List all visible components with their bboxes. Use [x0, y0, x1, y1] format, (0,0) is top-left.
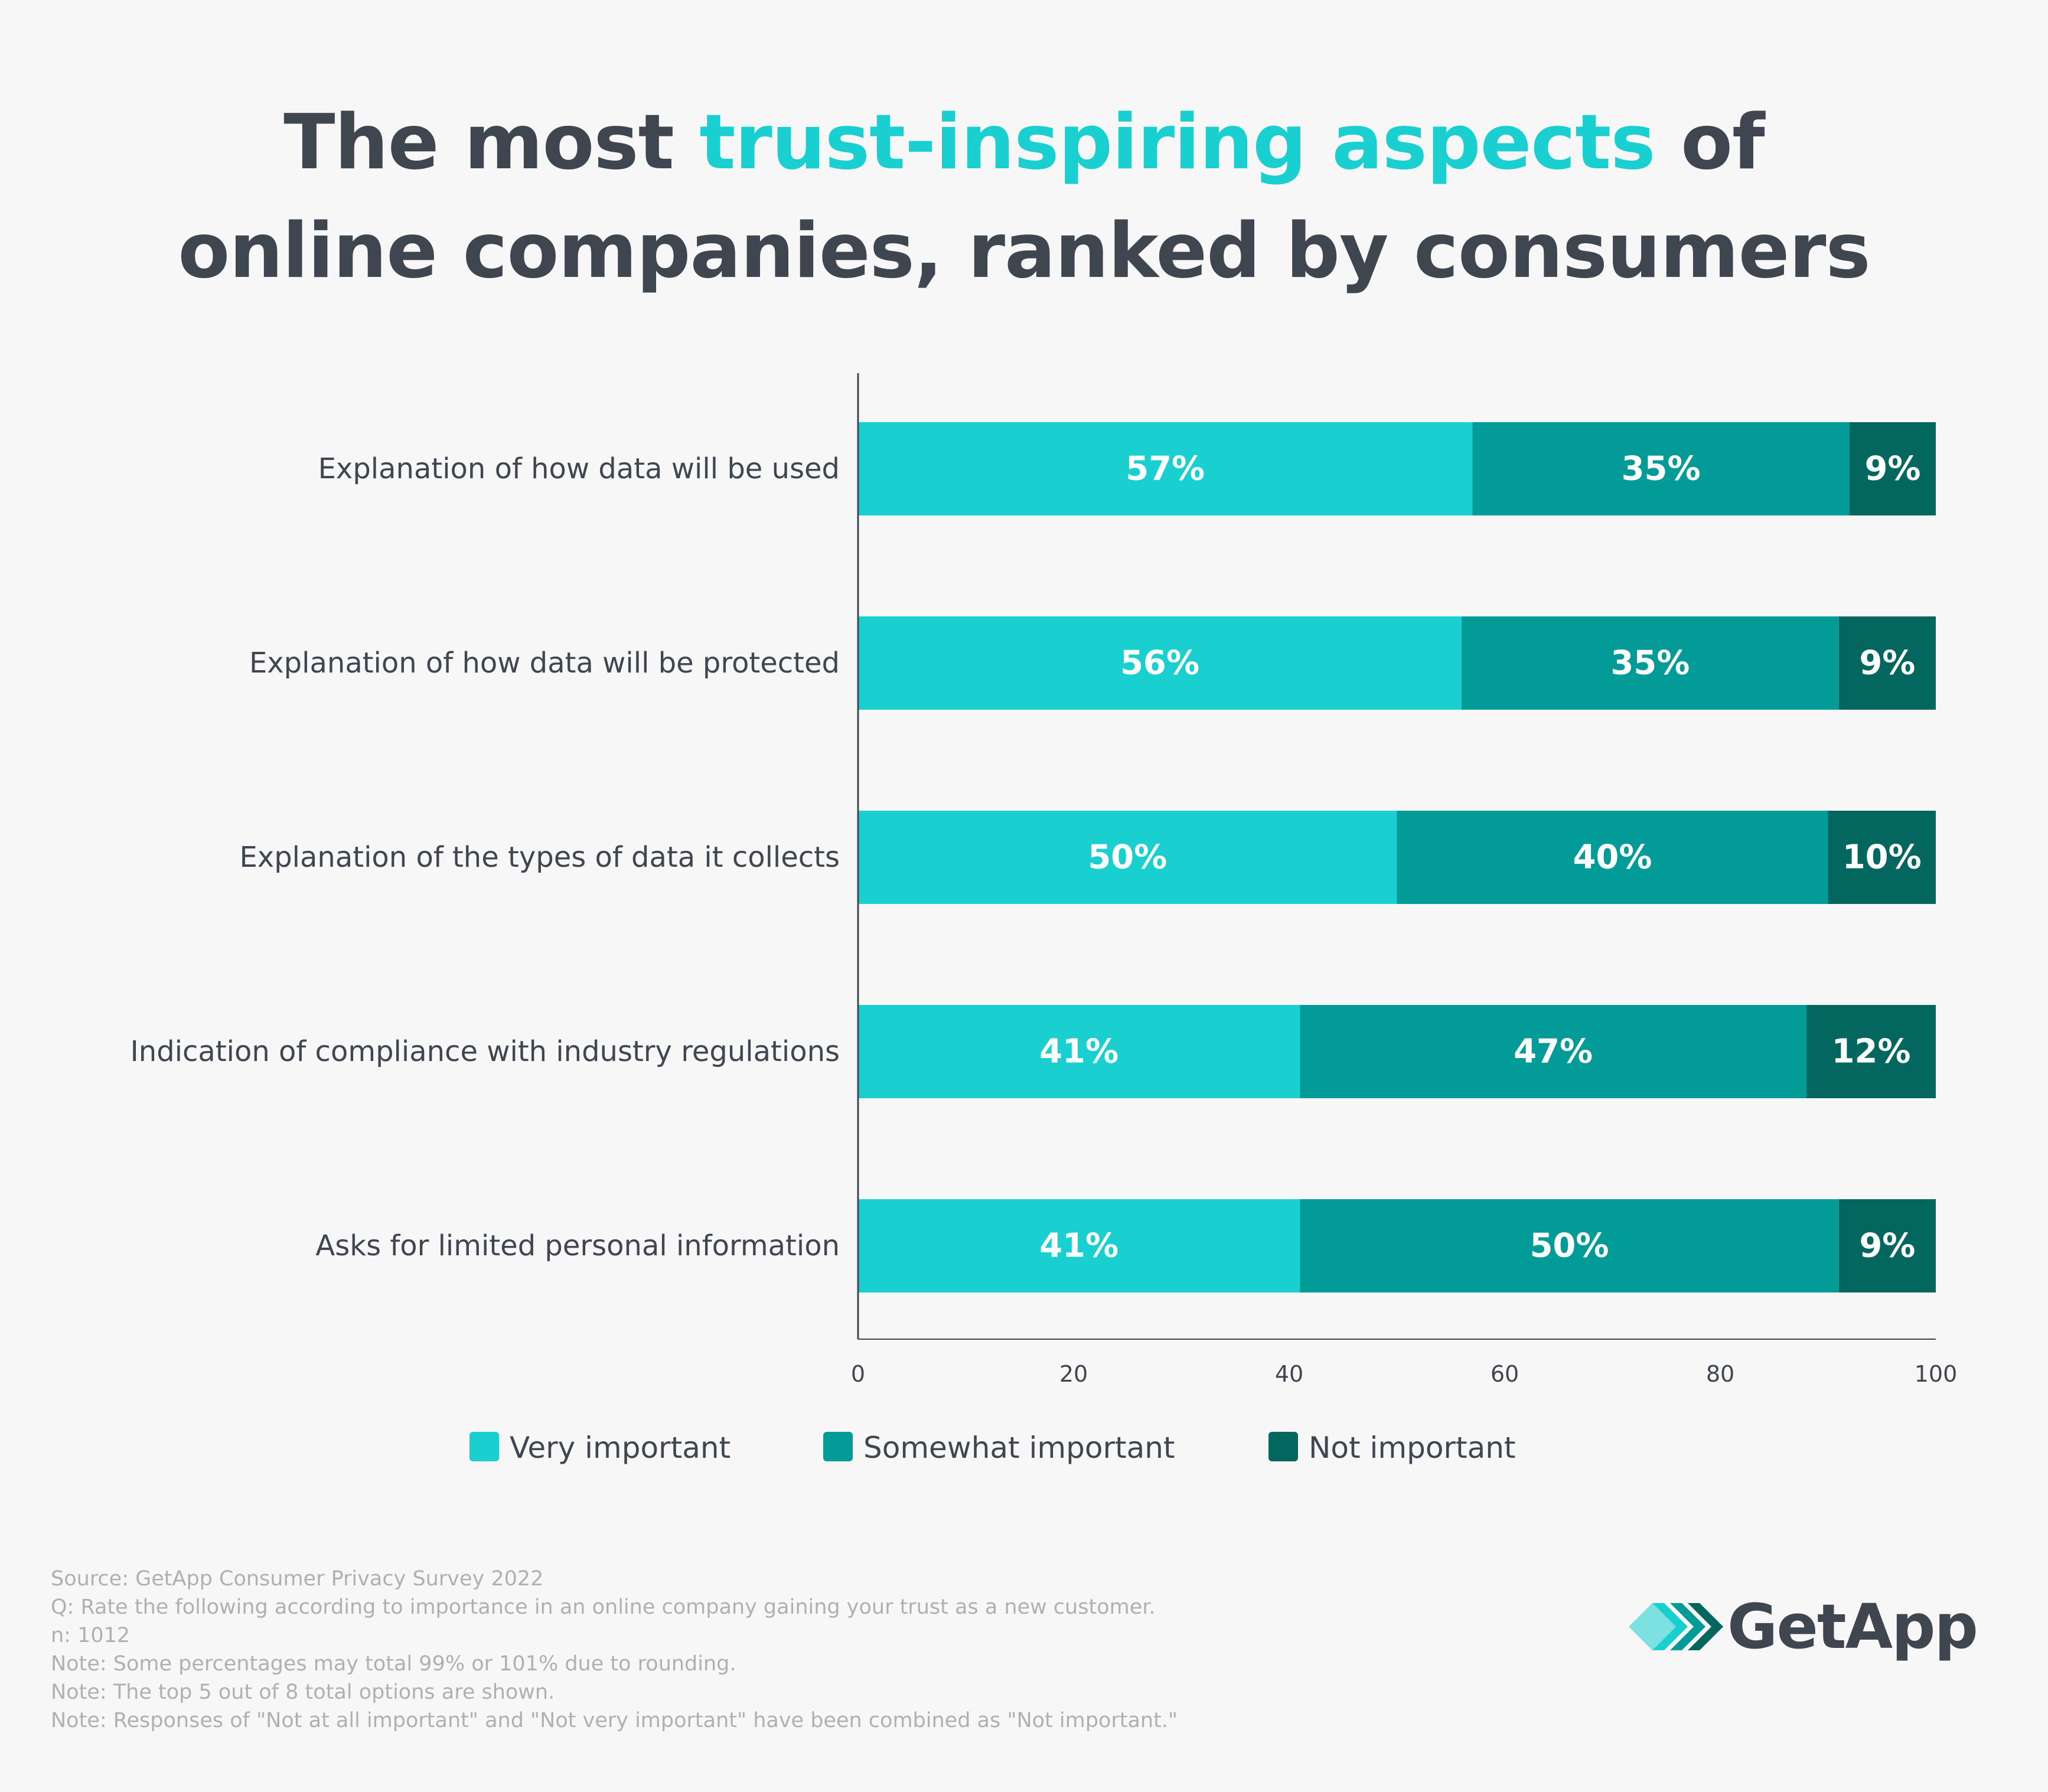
legend-label: Very important [510, 1431, 731, 1465]
bar-segment [858, 1199, 1300, 1292]
title-highlight: trust-inspiring aspects [699, 99, 1655, 187]
data-label: 57% [1126, 450, 1205, 488]
bar-segment [858, 811, 1397, 904]
bar-segment [1838, 1199, 1936, 1292]
footnotes: Source: GetApp Consumer Privacy Survey 2… [51, 1565, 1178, 1735]
legend: Very important Somewhat important Not impo… [469, 1431, 1516, 1465]
getapp-chevron-icon [1629, 1603, 1723, 1650]
legend-swatch [1268, 1432, 1298, 1461]
data-label: 9% [1864, 450, 1920, 488]
data-label: 35% [1622, 450, 1701, 488]
category-labels: Explanation of how data will be used Expl… [131, 452, 840, 1262]
chart-title-line-1: The most trust-inspiring aspects of [0, 89, 2048, 197]
category-label: Explanation of how data will be used [318, 452, 840, 485]
legend-label: Somewhat important [863, 1431, 1175, 1465]
category-label: Indication of compliance with industry r… [131, 1035, 840, 1068]
bar-segment [1828, 811, 1936, 904]
data-label: 41% [1039, 1227, 1118, 1265]
getapp-logo-text: GetApp [1727, 1591, 1978, 1663]
bar-segment [1806, 1005, 1936, 1098]
legend-swatch [823, 1432, 853, 1461]
data-label: 41% [1039, 1033, 1118, 1071]
note-source: Source: GetApp Consumer Privacy Survey 2… [51, 1567, 544, 1591]
x-tick-label: 20 [1059, 1361, 1088, 1387]
x-tick-label: 60 [1491, 1361, 1519, 1387]
data-label: 50% [1530, 1227, 1609, 1265]
note-top-options: Note: The top 5 out of 8 total options a… [51, 1680, 555, 1704]
data-label: 12% [1831, 1033, 1910, 1071]
data-label: 35% [1610, 644, 1690, 683]
legend-label: Not important [1309, 1431, 1516, 1465]
legend-swatch [469, 1432, 499, 1461]
category-label: Asks for limited personal information [315, 1229, 840, 1262]
bar-segment [1300, 1005, 1806, 1098]
bar-segment [1397, 811, 1828, 904]
axes: 0 20 40 60 80 100 [851, 373, 1957, 1387]
x-tick-label: 100 [1915, 1361, 1958, 1387]
note-sample-size: n: 1012 [51, 1624, 131, 1647]
x-tick-label: 0 [851, 1361, 865, 1387]
data-label: 9% [1859, 1227, 1915, 1265]
bar-segment [858, 422, 1473, 515]
bar-segment [1462, 616, 1839, 710]
bar-segment [1850, 422, 1936, 515]
title-part-1: The most [283, 99, 700, 187]
data-label: 40% [1573, 838, 1652, 877]
bars: 57% 35% 9% 56% 35% 9% 50% 40% 10% 41% 47% 12% 41% 50%… [858, 422, 1936, 1292]
bar-segment [858, 616, 1462, 710]
getapp-logo: GetApp [1624, 1588, 1990, 1665]
note-rounding: Note: Some percentages may total 99% or … [51, 1652, 736, 1676]
note-question: Q: Rate the following according to impor… [51, 1595, 1156, 1619]
bar-segment [858, 1005, 1300, 1098]
data-label: 50% [1088, 838, 1167, 877]
x-tick-label: 80 [1706, 1361, 1734, 1387]
stacked-bar-chart: Explanation of how data will be used Expl… [131, 373, 1957, 1465]
category-label: Explanation of the types of data it coll… [239, 841, 840, 874]
bar-segment [1300, 1199, 1839, 1292]
data-label: 9% [1859, 644, 1915, 683]
data-label: 10% [1842, 838, 1922, 877]
chart-title-line-2: online companies, ranked by consumers [178, 207, 1870, 295]
bar-segment [1472, 422, 1850, 515]
data-label: 56% [1120, 644, 1199, 683]
x-tick-label: 40 [1275, 1361, 1303, 1387]
data-label: 47% [1514, 1033, 1593, 1071]
title-part-2: of [1655, 99, 1765, 187]
bar-segment [1838, 616, 1936, 710]
chart-title: The most trust-inspiring aspects of onli… [0, 89, 2048, 306]
note-combined-responses: Note: Responses of "Not at all important… [51, 1709, 1178, 1732]
category-label: Explanation of how data will be protecte… [249, 647, 840, 680]
